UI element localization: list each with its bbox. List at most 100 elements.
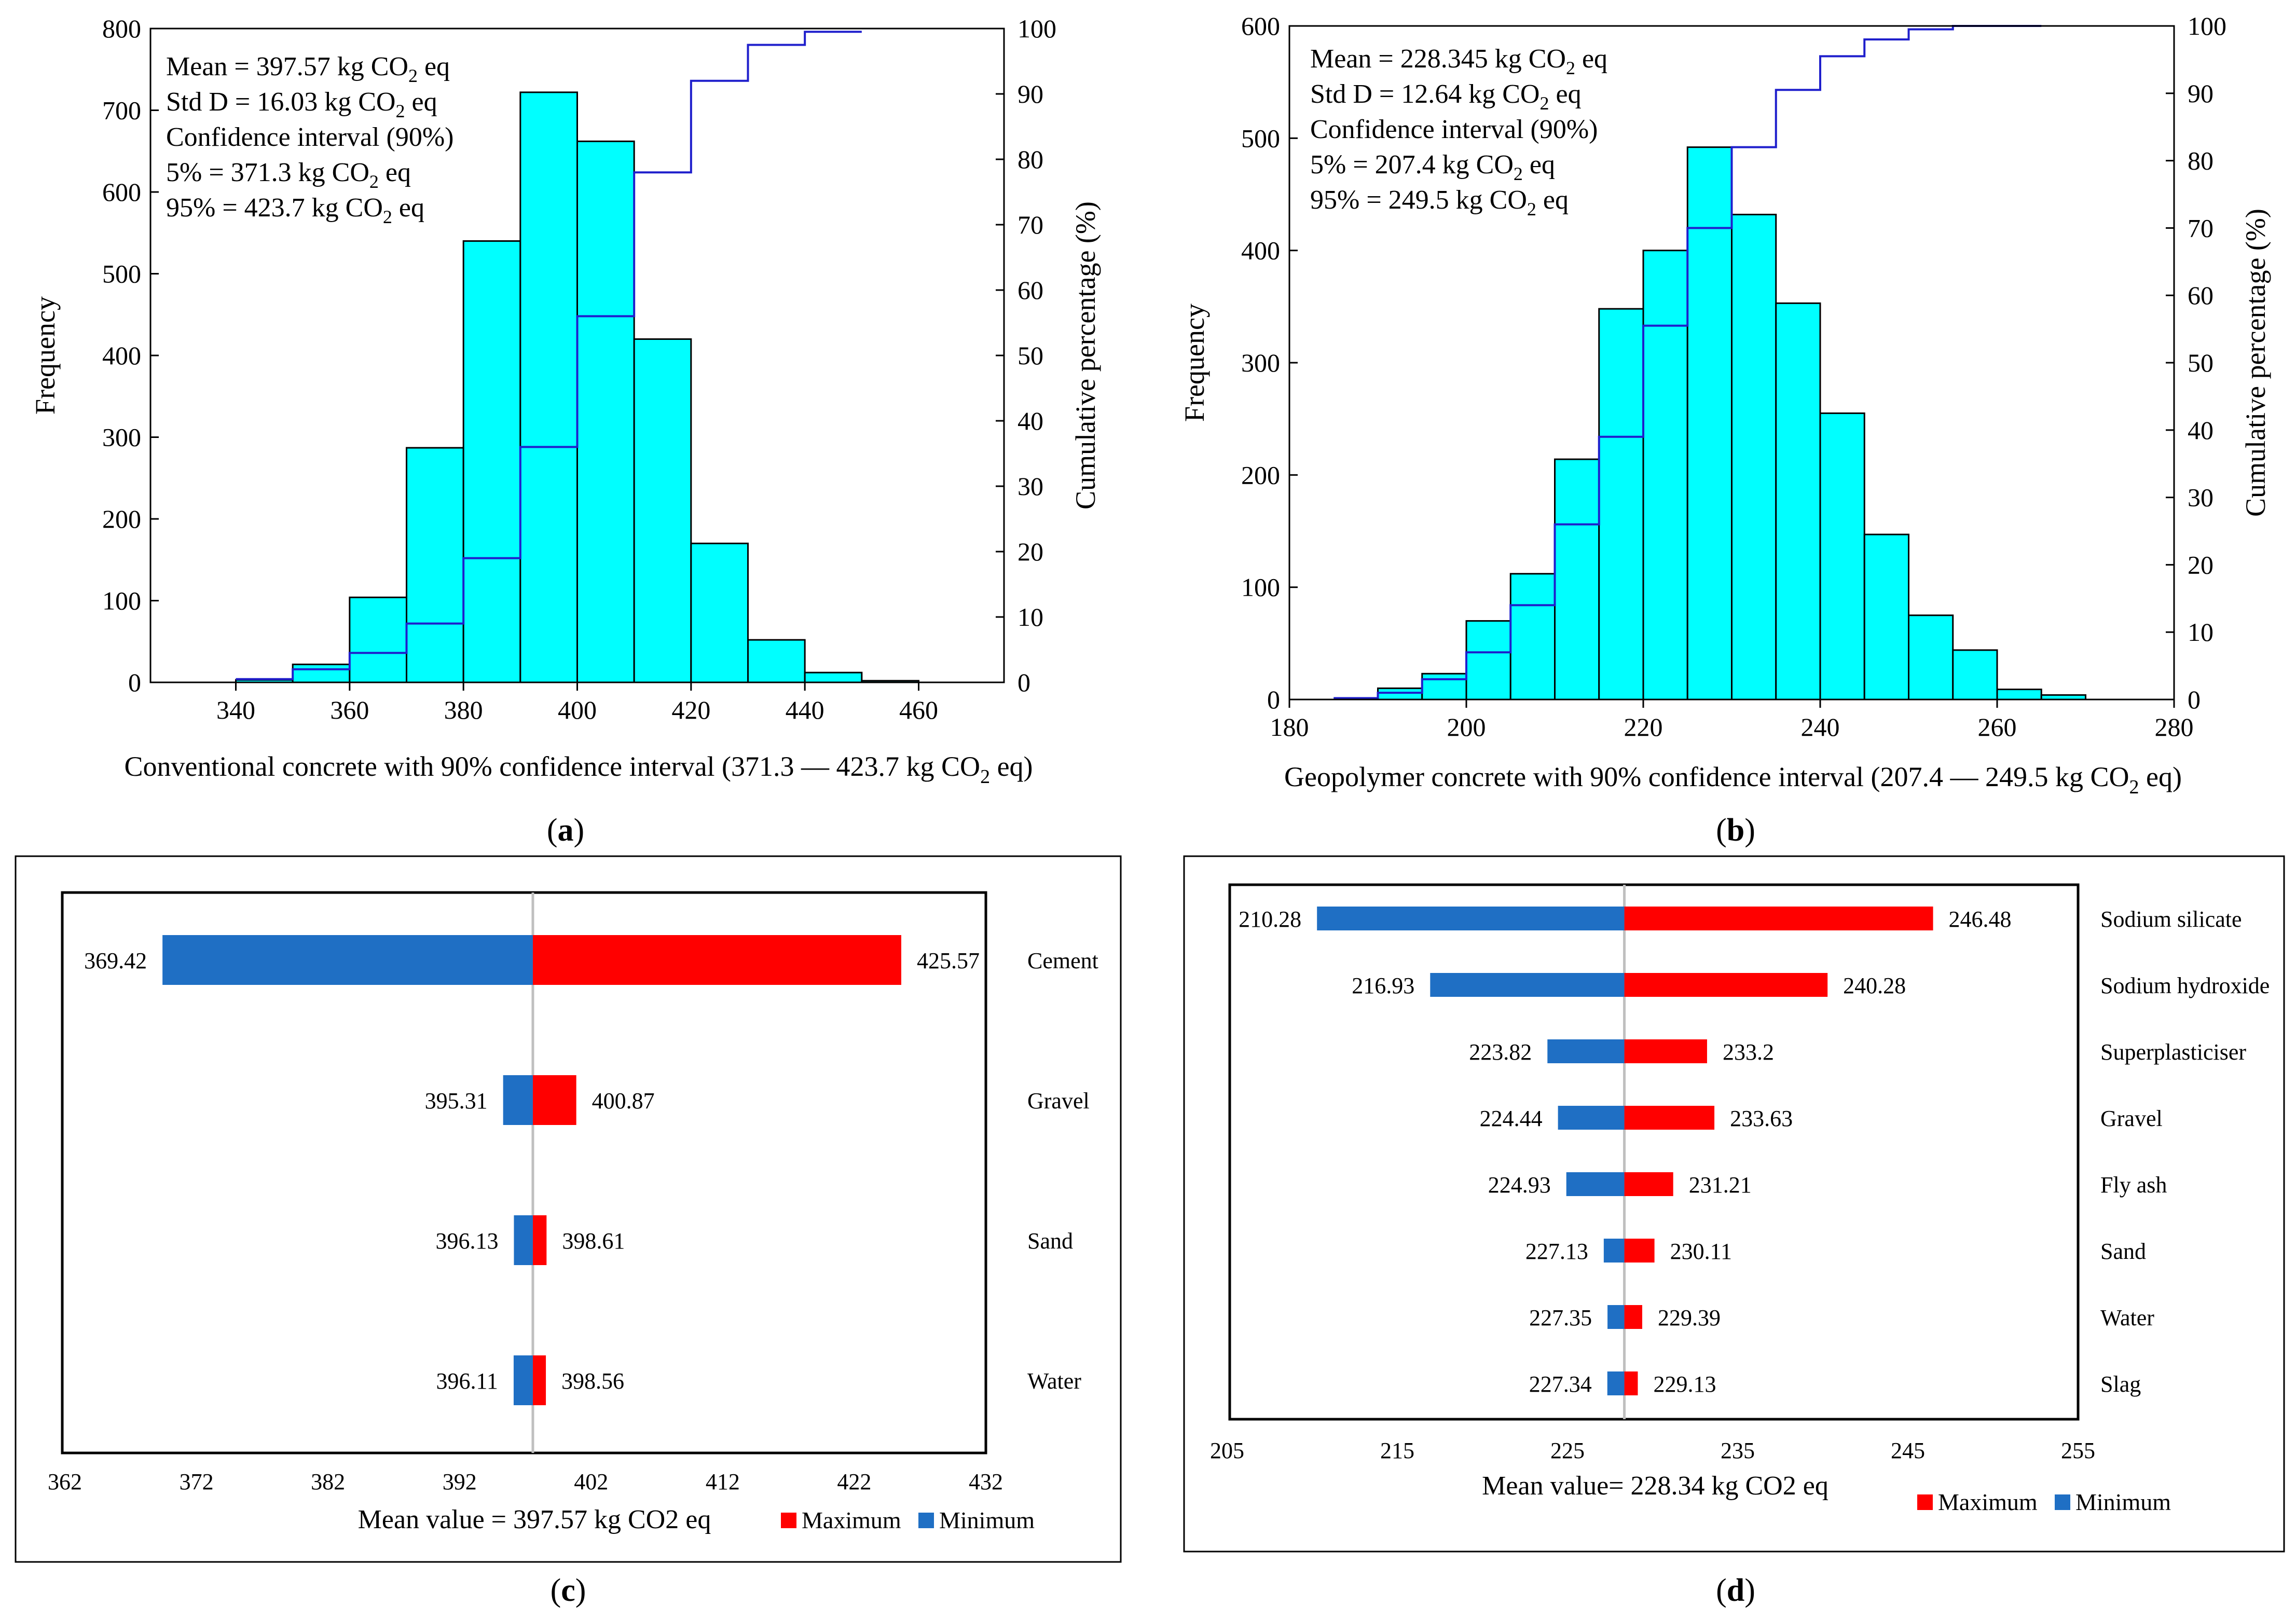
minimum-value-label: 227.13 [1525, 1239, 1588, 1264]
minimum-value-label: 227.34 [1529, 1371, 1592, 1397]
y-tick-label: 100 [1241, 573, 1280, 602]
minimum-value-label: 224.93 [1488, 1172, 1551, 1198]
histogram-bar [804, 671, 863, 683]
histogram-bar [633, 338, 692, 683]
histogram-bar [1775, 302, 1821, 701]
y2-tick-label: 10 [1018, 602, 1043, 632]
legend-label-minimum: Minimum [939, 1507, 1035, 1533]
y2-tick-label: 0 [1018, 668, 1030, 697]
maximum-bar [1624, 907, 1933, 930]
maximum-bar [1624, 1305, 1642, 1329]
y2-axis-label: Cumulative percentage (%) [1070, 201, 1101, 510]
y2-tick-label: 30 [2188, 483, 2213, 512]
category-label: Sand [1027, 1228, 1073, 1254]
category-label: Superplasticiser [2100, 1039, 2246, 1065]
maximum-value-label: 246.48 [1949, 907, 2012, 932]
category-label: Sand [2100, 1239, 2146, 1264]
histogram-bar [1465, 620, 1511, 701]
histogram-panel-conventional: 340 360 380 400 420 440 4600100200300400500600… [30, 14, 1101, 788]
x-tick-label: 360 [330, 695, 369, 724]
y2-tick-label: 40 [2188, 416, 2213, 445]
y-tick-label: 300 [102, 423, 141, 452]
y2-tick-label: 80 [1018, 145, 1043, 174]
maximum-value-label: 229.13 [1653, 1371, 1716, 1397]
x-axis-label: Mean value= 228.34 kg CO2 eq [1482, 1471, 1828, 1501]
y2-tick-label: 60 [1018, 276, 1043, 305]
y-axis-label: Frequency [1179, 304, 1210, 422]
x-tick-label: 440 [786, 695, 824, 724]
maximum-bar [1624, 1239, 1655, 1263]
maximum-bar [1624, 1371, 1638, 1395]
histogram-bar [1952, 649, 1998, 701]
y-tick-label: 500 [102, 259, 141, 289]
minimum-bar [1430, 973, 1625, 997]
cumulative-line [236, 31, 862, 680]
y2-tick-label: 50 [2188, 348, 2213, 377]
histogram-bar [1377, 687, 1423, 701]
histogram-bar [1598, 308, 1644, 701]
stats-line: Mean = 397.57 kg CO2 eq [166, 52, 450, 86]
minimum-value-label: 210.28 [1239, 907, 1301, 932]
minimum-value-label: 223.82 [1469, 1039, 1532, 1065]
x-tick-label: 420 [671, 695, 710, 724]
stats-line: 95% = 423.7 kg CO2 eq [166, 193, 424, 227]
x-tick-label: 402 [574, 1469, 608, 1494]
y2-tick-label: 40 [1018, 406, 1043, 435]
maximum-value-label: 231.21 [1689, 1172, 1752, 1198]
histogram-bar [292, 663, 351, 683]
minimum-bar [514, 1215, 533, 1265]
y2-tick-label: 20 [2188, 550, 2213, 579]
y2-tick-label: 50 [1018, 341, 1043, 370]
minimum-bar [1547, 1039, 1625, 1063]
y-tick-label: 700 [102, 96, 141, 125]
histogram-bar [519, 91, 578, 683]
y-tick-label: 0 [1267, 685, 1280, 714]
y2-tick-label: 20 [1018, 537, 1043, 566]
minimum-bar [1607, 1371, 1625, 1395]
maximum-value-label: 240.28 [1843, 973, 1906, 998]
y-tick-label: 500 [1241, 124, 1280, 153]
y2-tick-label: 80 [2188, 146, 2213, 175]
x-tick-label: 220 [1624, 712, 1663, 742]
histogram-bar [406, 447, 464, 683]
x-tick-label: 215 [1380, 1438, 1414, 1463]
maximum-value-label: 400.87 [592, 1088, 655, 1114]
y2-tick-label: 100 [1018, 14, 1056, 43]
stats-line: Confidence interval (90%) [166, 122, 453, 152]
tornado-panel-conventional: 369.42 425.57 Cement 395.31 400.87 Gravel 396.… [15, 855, 1122, 1563]
y-tick-label: 200 [102, 504, 141, 533]
y2-tick-label: 60 [2188, 281, 2213, 310]
category-label: Water [1027, 1368, 1081, 1394]
x-tick-label: 245 [1891, 1438, 1925, 1463]
x-tick-label: 392 [443, 1469, 477, 1494]
stats-line: Std D = 12.64 kg CO2 eq [1310, 79, 1582, 114]
histogram-bar [349, 596, 407, 683]
histogram-bar [1421, 673, 1467, 701]
y-tick-label: 400 [102, 341, 141, 370]
stats-line: Mean = 228.345 kg CO2 eq [1310, 44, 1607, 78]
category-label: Sodium hydroxide [2100, 973, 2270, 998]
minimum-bar [1317, 907, 1625, 930]
x-axis-label: Geopolymer concrete with 90% confidence … [1284, 761, 2182, 798]
maximum-bar [532, 1355, 546, 1405]
panel-border [1183, 855, 2285, 1553]
histogram-bar [1642, 250, 1688, 701]
legend-label-minimum: Minimum [2075, 1489, 2171, 1515]
y2-tick-label: 70 [1018, 210, 1043, 239]
maximum-value-label: 425.57 [917, 948, 980, 973]
x-tick-label: 200 [1447, 712, 1486, 742]
y-tick-label: 600 [102, 177, 141, 207]
y-tick-label: 0 [128, 668, 141, 697]
y-tick-label: 300 [1241, 348, 1280, 377]
y2-tick-label: 10 [2188, 618, 2213, 647]
x-tick-label: 235 [1721, 1438, 1755, 1463]
minimum-value-label: 395.31 [425, 1088, 488, 1114]
histogram-bar [1863, 533, 1909, 701]
maximum-bar [532, 1215, 547, 1265]
maximum-value-label: 233.2 [1723, 1039, 1774, 1065]
category-label: Gravel [1027, 1088, 1090, 1114]
panel-label-a: (a) [547, 813, 584, 848]
x-tick-label: 280 [2155, 712, 2194, 742]
maximum-value-label: 398.56 [561, 1368, 624, 1394]
